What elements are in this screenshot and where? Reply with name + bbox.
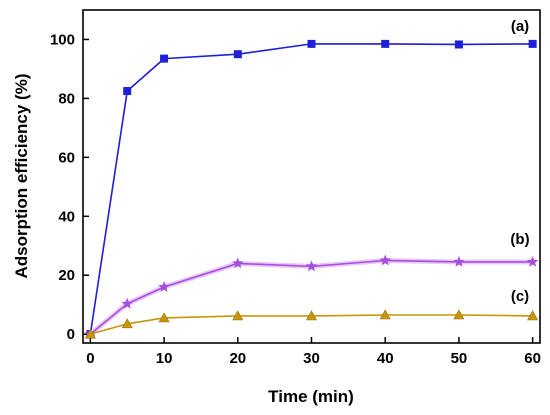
series-line — [89, 43, 533, 335]
data-point — [121, 318, 133, 329]
data-point — [123, 87, 132, 96]
x-tick-label: 50 — [451, 350, 468, 367]
series-labels: (a) (b) (c) — [510, 18, 529, 305]
series-line-halo — [88, 257, 533, 337]
series-label: (b) — [510, 231, 529, 248]
x-tick-label: 10 — [156, 350, 173, 367]
data-point — [453, 255, 465, 267]
data-point — [307, 39, 316, 48]
x-tick-label: 60 — [524, 350, 541, 367]
x-tick-label: 30 — [303, 350, 320, 367]
data-point — [379, 254, 391, 266]
y-tick-label: 60 — [58, 149, 75, 166]
data-point — [453, 309, 465, 320]
data-point — [528, 39, 537, 48]
series-layer — [84, 39, 539, 340]
data-point — [232, 310, 244, 321]
y-tick-label: 100 — [50, 31, 75, 48]
x-tick-label: 0 — [86, 350, 94, 367]
data-point — [84, 328, 96, 339]
series-line — [89, 259, 533, 335]
data-point — [121, 297, 133, 309]
y-tick-label: 80 — [58, 90, 75, 107]
series-label: (a) — [511, 18, 529, 35]
x-axis-label: Time (min) — [268, 387, 354, 406]
y-tick-label: 40 — [58, 208, 75, 225]
data-point — [379, 309, 391, 320]
series-line — [90, 314, 533, 335]
y-axis-label: Adsorption efficiency (%) — [12, 74, 31, 279]
axis-ticks: 0 10 20 30 40 50 60 0 20 40 60 80 100 — [50, 31, 541, 367]
data-point — [381, 39, 390, 48]
series-2 — [84, 254, 539, 340]
data-point — [232, 257, 244, 269]
data-point — [158, 281, 170, 292]
x-tick-label: 40 — [377, 350, 394, 367]
y-tick-label: 0 — [67, 326, 75, 343]
data-point — [454, 40, 463, 49]
data-point — [527, 310, 539, 321]
data-point — [305, 310, 318, 321]
data-point — [160, 54, 169, 63]
data-point — [158, 312, 170, 323]
data-point — [233, 50, 242, 59]
data-point — [305, 260, 318, 272]
series-label: (c) — [511, 288, 529, 305]
y-tick-label: 20 — [58, 267, 75, 284]
data-point — [526, 255, 539, 267]
series-3 — [84, 309, 539, 339]
x-tick-label: 20 — [229, 350, 246, 367]
